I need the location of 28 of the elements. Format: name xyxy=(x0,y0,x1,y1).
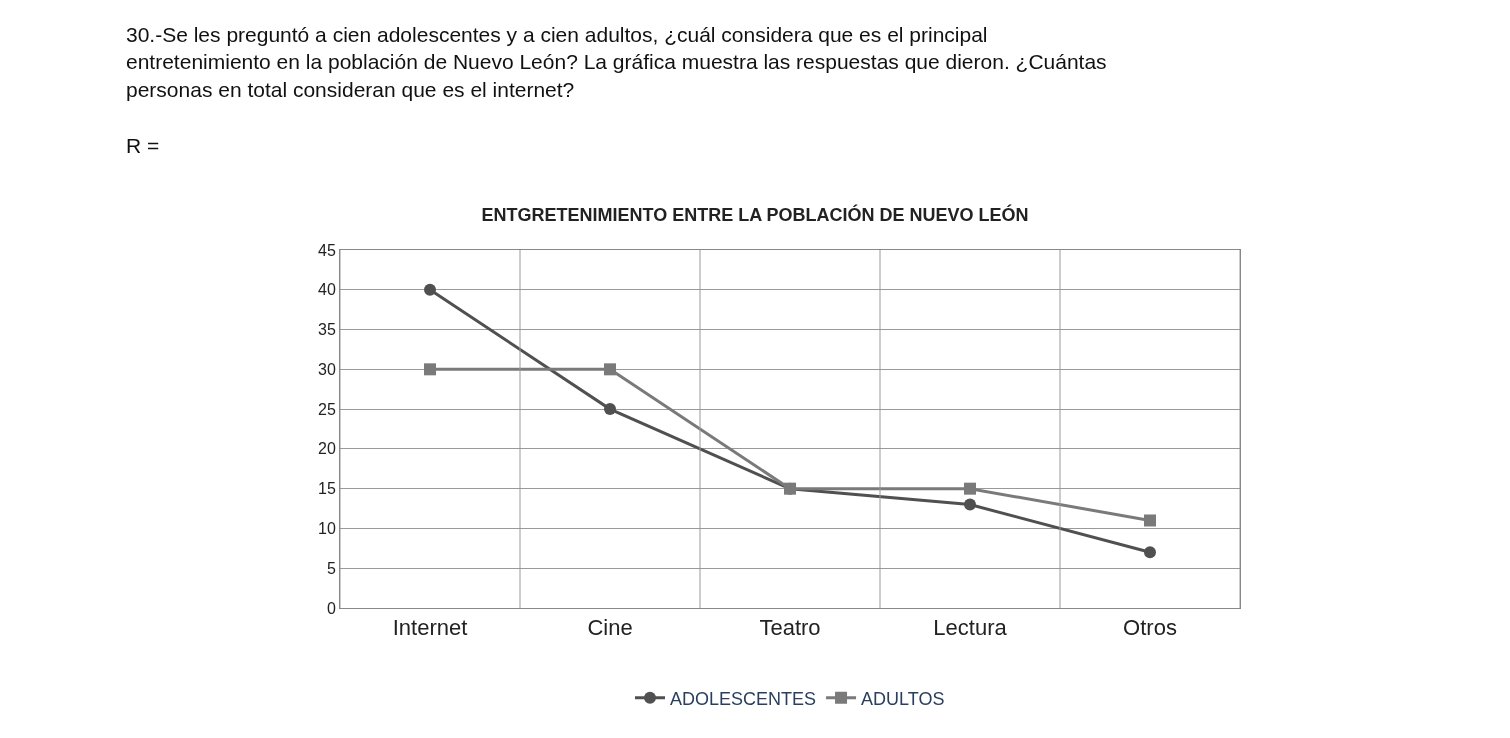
point xyxy=(424,363,436,376)
point xyxy=(604,403,616,416)
x-tick-label: Internet xyxy=(392,615,468,641)
point xyxy=(1144,514,1156,527)
x-tick-label: Otros xyxy=(1123,615,1177,641)
x-tick-label: Cine xyxy=(587,615,633,641)
y-tick-label: 20 xyxy=(318,440,336,458)
point xyxy=(1144,546,1156,559)
point xyxy=(964,482,976,495)
y-tick-label: 5 xyxy=(326,559,336,577)
chart-title: ENTGRETENIMIENTO ENTRE LA POBLACIÓN DE NUEVO LEÓN xyxy=(481,204,1029,226)
legend-label: ADOLESCENTES xyxy=(670,688,817,709)
point xyxy=(424,283,436,296)
text: 30.-Se les preguntó a cien adolescentes y a cien adultos, ¿cuál considera que es el principal entretenimiento en la población de Nuevo León? La gráfica muestra las respuestas que dieron. ¿Cuántas personas en total consideran que es el internet? xyxy=(126,23,1107,101)
point xyxy=(604,363,616,376)
x-tick-label: Teatro xyxy=(759,615,821,641)
x-tick-label: Lectura xyxy=(933,615,1008,641)
y-tick-label: 40 xyxy=(318,281,336,299)
y-tick-label: 30 xyxy=(318,360,336,378)
point xyxy=(964,498,976,511)
y-tick-label: 10 xyxy=(318,520,336,538)
text: R = xyxy=(126,134,160,157)
y-tick-label: 0 xyxy=(326,599,336,617)
legend-label: ADULTOS xyxy=(861,688,945,709)
y-tick-label: 15 xyxy=(318,480,336,498)
y-tick-label: 25 xyxy=(318,400,336,418)
y-tick-label: 45 xyxy=(318,241,336,259)
y-tick-label: 35 xyxy=(318,321,336,339)
